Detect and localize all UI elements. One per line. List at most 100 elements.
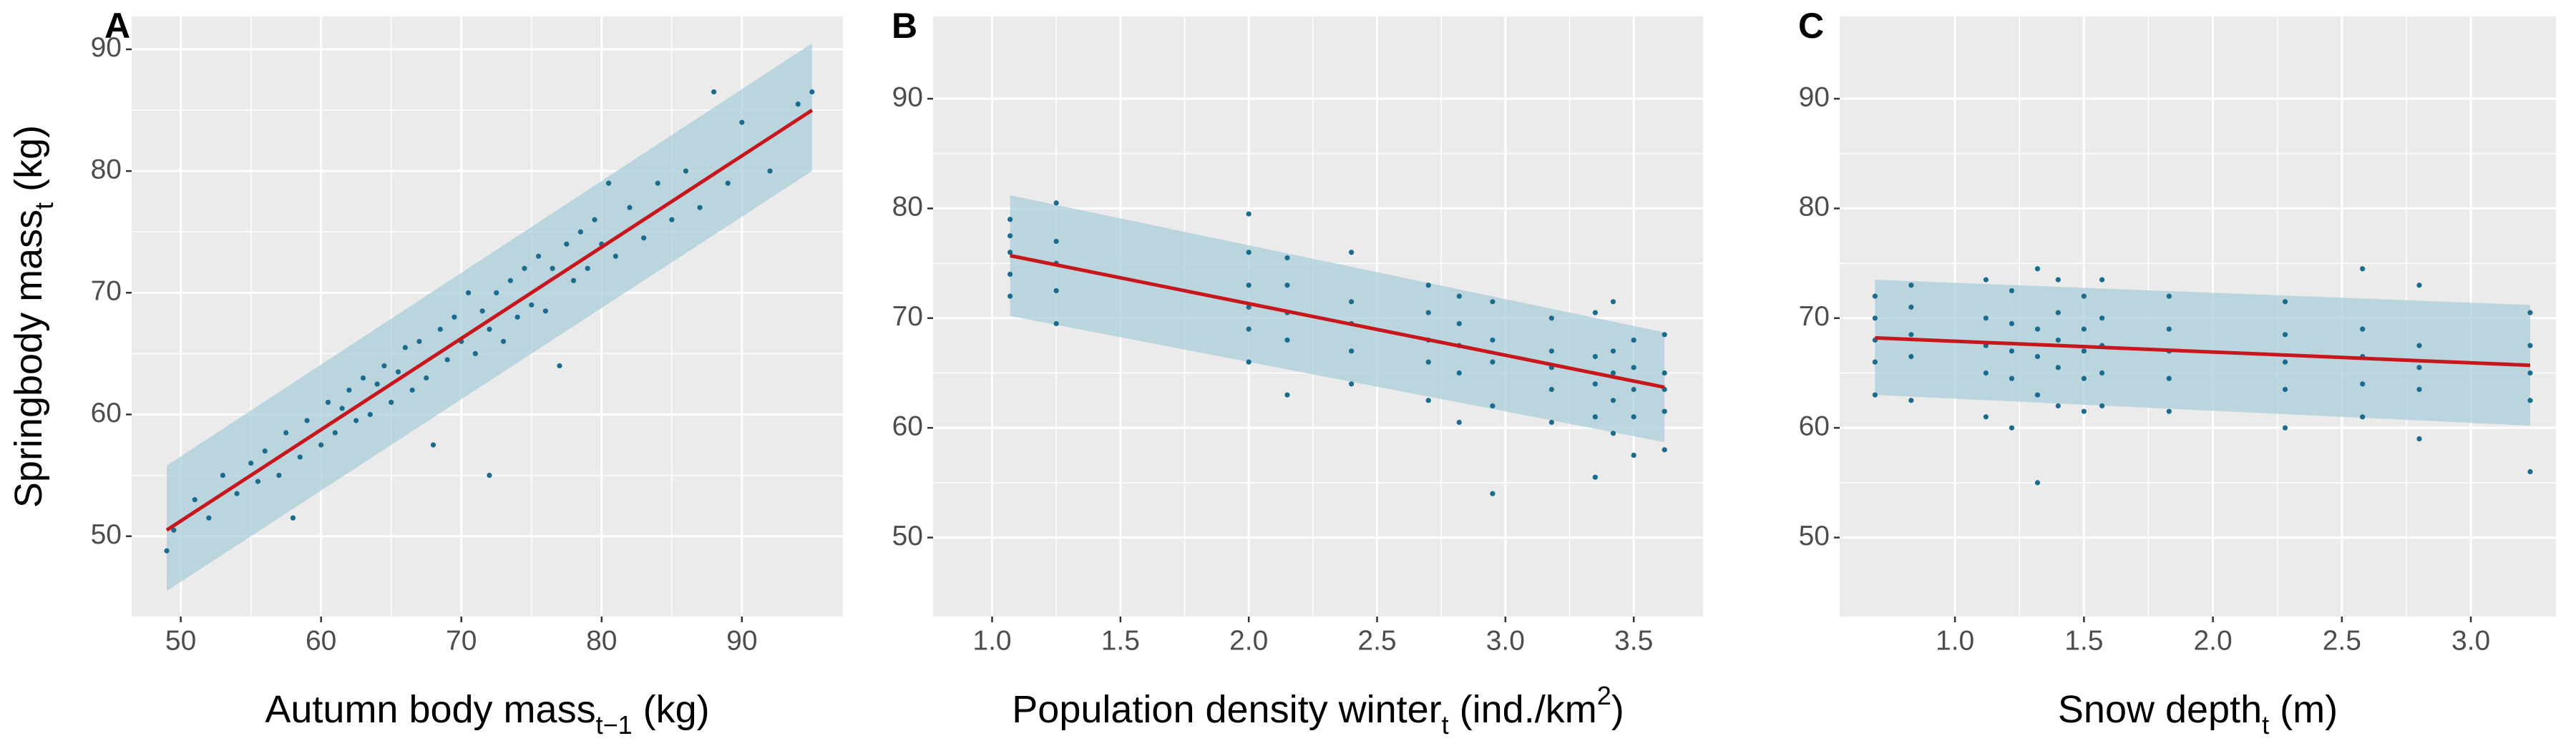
data-point	[395, 369, 401, 375]
x-tick-label: 80	[586, 625, 617, 656]
data-point	[1983, 277, 1989, 283]
data-point	[1592, 381, 1598, 387]
data-point	[2282, 332, 2288, 338]
data-point	[809, 89, 815, 95]
data-point	[346, 387, 352, 393]
axis-title-part: Autumn body mass	[265, 688, 595, 731]
data-point	[1284, 255, 1290, 261]
y-tick-label: 70	[91, 276, 122, 307]
data-point	[1548, 315, 1554, 321]
data-point	[2360, 414, 2366, 420]
data-point	[1425, 398, 1431, 403]
data-point	[1631, 365, 1636, 370]
data-point	[171, 527, 177, 533]
data-point	[2081, 408, 2087, 414]
axis-title-part: Snow depth	[2058, 688, 2262, 731]
data-point	[283, 430, 289, 436]
data-point	[605, 180, 612, 186]
data-point	[2360, 326, 2366, 332]
data-point	[669, 217, 675, 222]
data-point	[424, 375, 429, 381]
data-point	[1548, 419, 1554, 426]
data-point	[1349, 250, 1355, 255]
data-point	[1246, 359, 1252, 365]
y-tick-label: 70	[892, 301, 923, 332]
data-point	[487, 326, 492, 332]
data-point	[1610, 370, 1616, 376]
data-point	[2081, 348, 2087, 354]
data-point	[2009, 348, 2015, 354]
x-tick-label: 1.0	[1936, 625, 1974, 656]
data-point	[1456, 419, 1462, 426]
data-point	[564, 241, 570, 247]
data-point	[1662, 447, 1667, 453]
x-tick-label: 2.5	[1357, 625, 1396, 656]
data-point	[192, 497, 197, 503]
data-point	[2034, 266, 2041, 272]
data-point	[2360, 381, 2366, 387]
data-point	[641, 235, 647, 241]
data-point	[725, 180, 731, 186]
data-point	[585, 265, 590, 271]
data-point	[465, 290, 472, 295]
data-point	[1908, 304, 1914, 310]
data-point	[1631, 452, 1636, 458]
data-point	[2416, 343, 2422, 348]
data-point	[472, 350, 478, 357]
data-point	[1592, 310, 1598, 315]
data-point	[1490, 491, 1496, 496]
data-point	[2034, 392, 2041, 398]
y-tick-label: 90	[892, 82, 923, 112]
data-point	[1872, 315, 1878, 321]
data-point	[2416, 365, 2422, 370]
data-point	[402, 345, 408, 350]
axis-title-part: Springbody mass	[7, 210, 50, 508]
data-point	[2527, 343, 2533, 348]
y-tick-label: 60	[892, 411, 923, 441]
data-point	[2416, 436, 2422, 442]
x-tick-label: 3.5	[1614, 625, 1653, 656]
data-point	[1425, 283, 1431, 288]
data-point	[1662, 408, 1667, 414]
panel-label: C	[1798, 6, 1824, 46]
x-tick-label: 1.5	[1101, 625, 1140, 656]
data-point	[374, 381, 380, 387]
y-tick-label: 90	[91, 32, 122, 63]
x-tick-label: 50	[165, 625, 196, 656]
x-tick-label: 60	[306, 625, 336, 656]
data-point	[339, 406, 345, 411]
data-point	[2527, 310, 2533, 315]
data-point	[164, 548, 170, 554]
data-point	[2099, 403, 2105, 409]
y-axis-title: Springbody masst (kg)	[7, 125, 59, 508]
data-point	[1349, 299, 1355, 305]
y-tick-label: 80	[1799, 192, 1830, 222]
data-point	[2527, 398, 2533, 403]
data-point	[1610, 299, 1616, 305]
x-tick-label: 90	[726, 625, 757, 656]
data-point	[507, 278, 513, 283]
data-point	[1908, 283, 1914, 288]
data-point	[1284, 283, 1290, 288]
data-point	[711, 89, 717, 95]
x-axis-title: Snow deptht (m)	[2058, 688, 2338, 740]
fit-line	[1010, 253, 1665, 389]
data-point	[1631, 337, 1636, 343]
axis-title-part: t	[1442, 710, 1449, 740]
axis-title-part: (ind./km	[1449, 688, 1597, 731]
data-point	[2527, 370, 2533, 376]
data-point	[332, 430, 338, 436]
data-point	[1610, 431, 1616, 436]
data-point	[2166, 293, 2172, 299]
x-axis-title: Autumn body masst−1 (kg)	[265, 688, 709, 740]
axis-title-part: )	[1611, 688, 1624, 731]
data-point	[683, 168, 689, 174]
x-tick-label: 1.5	[2064, 625, 2103, 656]
data-point	[2282, 425, 2288, 431]
data-point	[2034, 326, 2041, 332]
y-tick-label: 60	[1799, 411, 1830, 441]
data-point	[494, 290, 499, 295]
data-point	[1983, 315, 1989, 321]
data-point	[550, 265, 555, 271]
